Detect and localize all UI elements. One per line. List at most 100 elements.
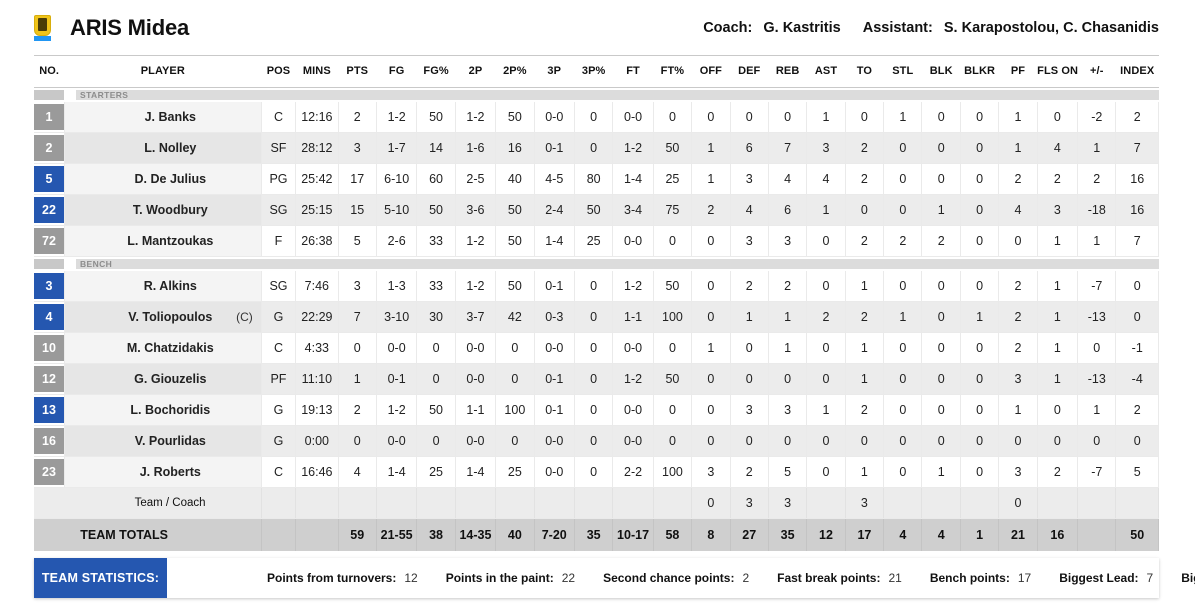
player-name-cell[interactable]: T. Woodbury [64, 194, 262, 226]
cell-ft: 3-4 [612, 194, 654, 226]
col-blk[interactable]: BLK [921, 56, 961, 88]
table-row[interactable]: 3 R. Alkins SG 7:46 3 1-3 33 1-2 50 0-1 0 1-2 50 0 2 2 0… [34, 271, 1159, 302]
cell-fgp: 0 [416, 332, 456, 364]
table-row[interactable]: 5 D. De Julius PG 25:42 17 6-10 60 2-5 40 4-5 80 1-… [34, 163, 1159, 195]
cell-p3: 0-1 [534, 271, 575, 302]
col-ft[interactable]: FT [612, 56, 654, 88]
cell-pos: F [261, 225, 297, 257]
cell-pf: 1 [998, 102, 1038, 133]
cell-ftp: 100 [653, 301, 693, 333]
player-name-cell[interactable]: L. Nolley [64, 132, 262, 164]
cell-mins: 11:10 [295, 363, 339, 395]
cell-stl: 0 [883, 132, 923, 164]
player-name-cell[interactable]: L. Bochoridis [64, 394, 262, 426]
col-3pp[interactable]: 3P% [574, 56, 613, 88]
col-flson[interactable]: FLS ON [1037, 56, 1078, 88]
table-row[interactable]: 22 T. Woodbury SG 25:15 15 5-10 50 3-6 50 2-4 50 3-… [34, 194, 1159, 226]
cell-p3p: 0 [574, 332, 614, 364]
table-row[interactable]: 10 M. Chatzidakis C 4:33 0 0-0 0 0-0 0 0-0 0 0-0 0 1 0… [34, 332, 1159, 364]
col-off[interactable]: OFF [691, 56, 731, 88]
table-row[interactable]: 72 L. Mantzoukas F 26:38 5 2-6 33 1-2 50 1-4 25 0-0… [34, 225, 1159, 257]
cell-to: 1 [845, 456, 885, 488]
cell-stl: 1 [883, 301, 923, 333]
player-name: T. Woodbury [132, 203, 208, 217]
assistant-label: Assistant: [862, 19, 933, 36]
cell-p2p: 40 [495, 163, 535, 195]
cell-pf: 1 [998, 394, 1038, 426]
cell-pm: -18 [1077, 194, 1117, 226]
cell-p3p: 0 [574, 456, 614, 488]
cell-to: 2 [845, 394, 885, 426]
cell-p2p: 42 [495, 301, 535, 333]
player-name-cell[interactable]: J. Banks [64, 102, 262, 133]
table-row[interactable]: 12 G. Giouzelis PF 11:10 1 0-1 0 0-0 0 0-1 0 1-2 50 0… [34, 363, 1159, 395]
cell-fg: 1-7 [376, 132, 418, 164]
cell-ftp: 0 [653, 102, 693, 133]
team-stat-value: 17 [1017, 571, 1032, 585]
jersey-number-cell: 23 [34, 456, 65, 488]
player-name-cell[interactable]: G. Giouzelis [64, 363, 262, 395]
table-row[interactable]: 2 L. Nolley SF 28:12 3 1-7 14 1-6 16 0-1 0 1-2 50 1 6 7… [34, 132, 1159, 164]
col-def[interactable]: DEF [730, 56, 769, 88]
player-name-cell[interactable]: L. Mantzoukas [64, 225, 262, 257]
cell-reb: 2 [768, 271, 808, 302]
col-2p[interactable]: 2P [455, 56, 496, 88]
col-fgp[interactable]: FG% [416, 56, 456, 88]
col-ftp[interactable]: FT% [653, 56, 692, 88]
player-name-cell[interactable]: D. De Julius [64, 163, 262, 195]
cell-p3p: 0 [574, 271, 614, 302]
cell-pts: 1 [338, 363, 377, 395]
table-row[interactable]: 13 L. Bochoridis G 19:13 2 1-2 50 1-1 100 0-1 0 0-0… [34, 394, 1159, 426]
cell-ftp: 0 [653, 225, 693, 257]
col-reb[interactable]: REB [768, 56, 807, 88]
col-fg[interactable]: FG [376, 56, 417, 88]
cell-index: 16 [1115, 194, 1159, 226]
cell-ft: 1-1 [612, 301, 654, 333]
cell-ftp: 50 [653, 363, 693, 395]
cell-fg: 21-55 [376, 518, 418, 551]
table-row[interactable]: 4 V. Toliopoulos (C) G 22:29 7 3-10 30 3-7 42 0-3 0… [34, 301, 1159, 333]
cell-p3: 0-3 [534, 301, 575, 333]
col-pos[interactable]: POS [261, 56, 296, 88]
col-no[interactable]: NO. [34, 56, 65, 88]
cell-p3: 0-0 [534, 456, 575, 488]
player-name-cell[interactable]: V. Toliopoulos (C) [64, 301, 262, 333]
cell-flson: 0 [1037, 102, 1079, 133]
cell-fgp: 50 [416, 102, 456, 133]
table-row[interactable]: 23 J. Roberts C 16:46 4 1-4 25 1-4 25 0-0 0 2-2 100 3… [34, 456, 1159, 488]
col-mins[interactable]: MINS [295, 56, 339, 88]
cell-blk: 0 [921, 271, 961, 302]
col-ast[interactable]: AST [806, 56, 846, 88]
col-3p[interactable]: 3P [534, 56, 575, 88]
cell-ft: 0-0 [612, 102, 654, 133]
col-player[interactable]: PLAYER [64, 56, 262, 88]
col-2pp[interactable]: 2P% [495, 56, 535, 88]
cell-p3: 0-0 [534, 425, 575, 457]
col-to[interactable]: TO [845, 56, 884, 88]
player-name-cell[interactable]: R. Alkins [64, 271, 262, 302]
team-stat-item: Bench points: 17 [930, 571, 1031, 585]
section-bench: BENCH [34, 256, 1159, 271]
col-pts[interactable]: PTS [338, 56, 377, 88]
cell-ft [612, 487, 654, 519]
cell-ftp: 0 [653, 425, 693, 457]
team-stat-item: Biggest Scoring Run:8 [1181, 571, 1195, 585]
col-pf[interactable]: PF [998, 56, 1038, 88]
player-name-cell[interactable]: V. Pourlidas [64, 425, 262, 457]
team-crest-icon [34, 14, 51, 41]
col-index[interactable]: INDEX [1115, 56, 1159, 88]
table-row[interactable]: 1 J. Banks C 12:16 2 1-2 50 1-2 50 0-0 0 0-0 0 0 0 0 1 0 1… [34, 102, 1159, 133]
cell-blkr: 0 [960, 456, 1000, 488]
col-blkr[interactable]: BLKR [960, 56, 999, 88]
cell-pf: 2 [998, 163, 1038, 195]
col-pm[interactable]: +/- [1077, 56, 1116, 88]
team-stat-label: Bench points: [929, 571, 1010, 585]
player-name-cell[interactable]: J. Roberts [64, 456, 262, 488]
cell-flson: 1 [1037, 363, 1079, 395]
player-name-cell[interactable]: M. Chatzidakis [64, 332, 262, 364]
cell-ast: 0 [806, 225, 846, 257]
cell-off: 0 [691, 301, 731, 333]
table-row[interactable]: 16 V. Pourlidas G 0:00 0 0-0 0 0-0 0 0-0 0 0-0 0 0 0 0 0… [34, 425, 1159, 457]
section-label: STARTERS [76, 90, 137, 100]
col-stl[interactable]: STL [883, 56, 922, 88]
